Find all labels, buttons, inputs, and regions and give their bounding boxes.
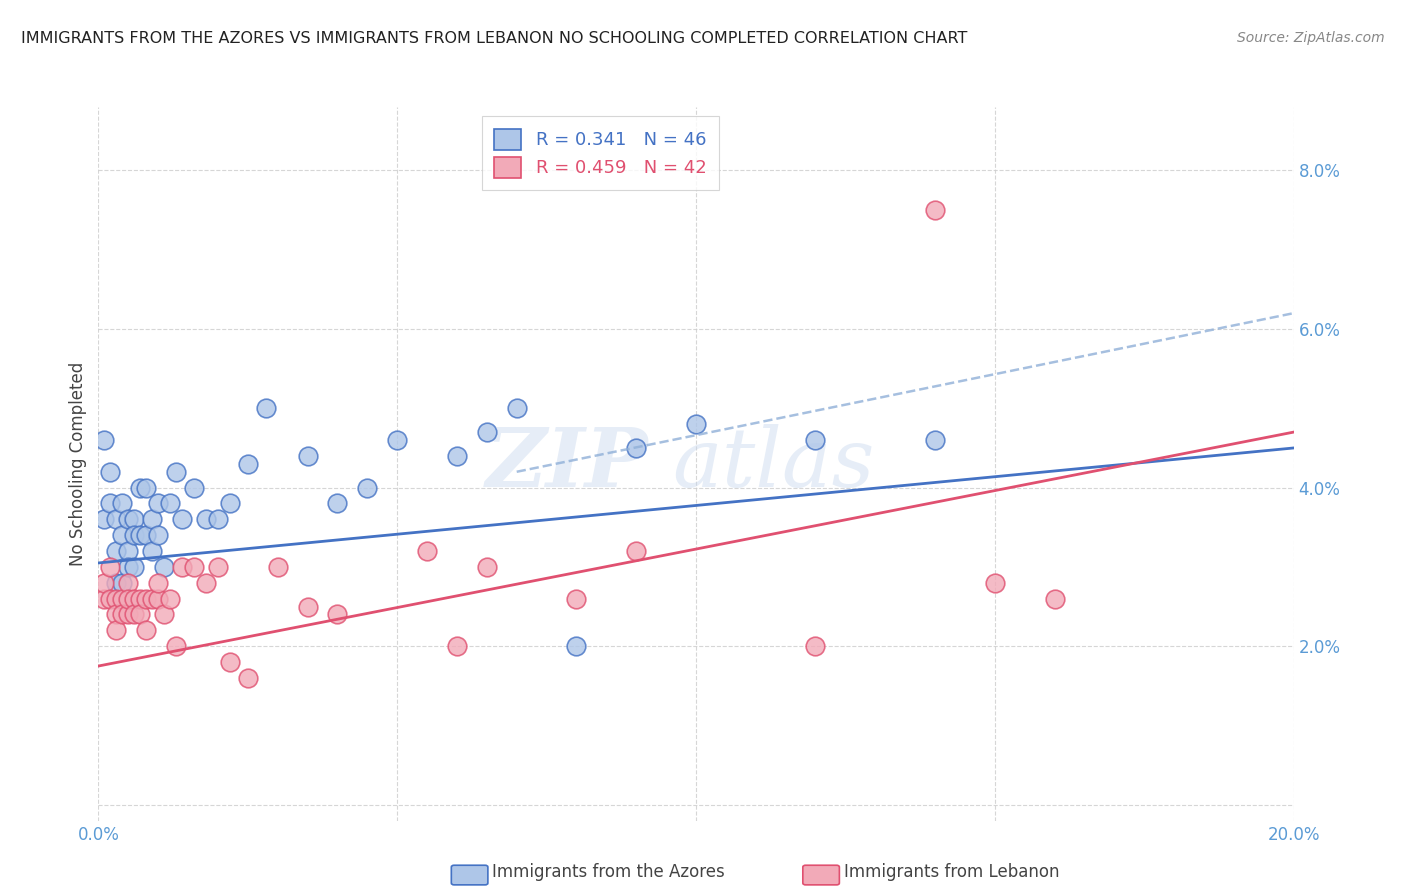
Point [98, 560, 122, 574]
Point [326, 496, 349, 510]
Point [685, 417, 707, 432]
Point [93, 512, 115, 526]
Text: Source: ZipAtlas.com: Source: ZipAtlas.com [1237, 31, 1385, 45]
Point [148, 528, 170, 542]
Point [207, 560, 229, 574]
Point [219, 655, 242, 669]
Point [111, 496, 134, 510]
Point [111, 575, 134, 590]
Point [626, 441, 648, 455]
Point [129, 528, 152, 542]
Point [105, 512, 128, 526]
Point [565, 591, 588, 606]
Point [183, 560, 205, 574]
Point [148, 575, 170, 590]
Point [105, 544, 128, 558]
Point [93, 591, 115, 606]
Point [124, 591, 146, 606]
Legend: R = 0.341   N = 46, R = 0.459   N = 42: R = 0.341 N = 46, R = 0.459 N = 42 [482, 116, 718, 190]
Point [124, 528, 146, 542]
Point [98, 465, 122, 479]
Point [117, 512, 139, 526]
Text: ZIP: ZIP [485, 424, 648, 504]
Y-axis label: No Schooling Completed: No Schooling Completed [69, 362, 87, 566]
Point [117, 575, 139, 590]
Point [446, 639, 468, 653]
Point [984, 575, 1007, 590]
Text: Immigrants from Lebanon: Immigrants from Lebanon [844, 863, 1059, 881]
Point [111, 591, 134, 606]
Point [148, 591, 170, 606]
Point [172, 560, 194, 574]
Point [165, 639, 187, 653]
Point [475, 560, 498, 574]
Point [254, 401, 277, 416]
Point [804, 639, 827, 653]
Point [236, 671, 259, 685]
Point [111, 607, 134, 622]
Point [93, 575, 115, 590]
Point [159, 591, 181, 606]
Point [924, 433, 946, 447]
Point [124, 607, 146, 622]
Point [565, 639, 588, 653]
Point [153, 607, 176, 622]
Point [626, 544, 648, 558]
Point [416, 544, 439, 558]
Point [385, 433, 409, 447]
Point [141, 591, 163, 606]
Text: atlas: atlas [672, 424, 875, 504]
Point [117, 544, 139, 558]
Point [804, 433, 827, 447]
Point [165, 465, 187, 479]
Point [267, 560, 290, 574]
Point [135, 481, 157, 495]
Point [153, 560, 176, 574]
Point [148, 496, 170, 510]
Point [159, 496, 181, 510]
Point [135, 624, 157, 638]
Point [129, 481, 152, 495]
Point [105, 624, 128, 638]
Point [446, 449, 468, 463]
Point [195, 575, 218, 590]
Point [111, 528, 134, 542]
Point [236, 457, 259, 471]
Point [129, 607, 152, 622]
Point [93, 433, 115, 447]
Point [117, 607, 139, 622]
Point [117, 560, 139, 574]
Point [195, 512, 218, 526]
Point [172, 512, 194, 526]
Point [124, 512, 146, 526]
Point [356, 481, 378, 495]
Point [129, 591, 152, 606]
Point [297, 449, 319, 463]
Point [924, 203, 946, 218]
Point [207, 512, 229, 526]
Point [183, 481, 205, 495]
Point [326, 607, 349, 622]
Point [124, 560, 146, 574]
Point [141, 512, 163, 526]
Point [475, 425, 498, 439]
Point [105, 591, 128, 606]
Point [135, 528, 157, 542]
Point [219, 496, 242, 510]
Text: Immigrants from the Azores: Immigrants from the Azores [492, 863, 725, 881]
Point [506, 401, 529, 416]
Point [98, 496, 122, 510]
Point [105, 607, 128, 622]
Point [117, 591, 139, 606]
Text: IMMIGRANTS FROM THE AZORES VS IMMIGRANTS FROM LEBANON NO SCHOOLING COMPLETED COR: IMMIGRANTS FROM THE AZORES VS IMMIGRANTS… [21, 31, 967, 46]
Point [141, 544, 163, 558]
Point [1043, 591, 1066, 606]
Point [297, 599, 319, 614]
Point [98, 591, 122, 606]
Point [105, 575, 128, 590]
Point [135, 591, 157, 606]
